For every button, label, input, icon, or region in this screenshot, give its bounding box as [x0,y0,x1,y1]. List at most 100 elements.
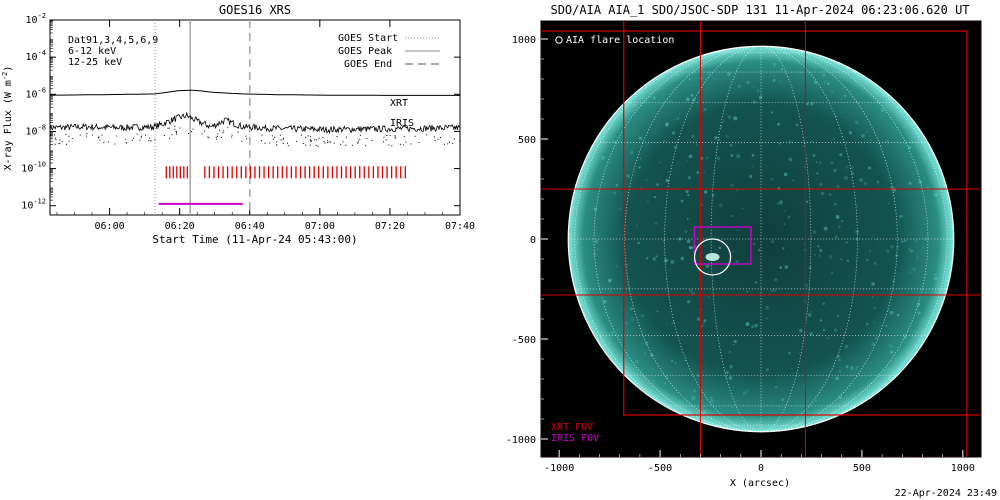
disk-texture-speck [726,418,728,421]
disk-texture-speck [828,193,832,196]
x-tick-label: 07:40 [445,221,475,232]
xrt-fov-box [623,21,981,416]
disk-texture-speck [719,203,723,208]
disk-texture-speck [725,134,729,138]
disk-texture-speck [855,368,858,370]
disk-texture-speck [661,104,664,107]
disk-texture-speck [736,188,739,192]
disk-texture-speck [702,321,706,325]
noise-dot [282,143,284,145]
goes-short-channel-curve [49,111,461,135]
disk-texture-speck [846,259,850,263]
xrt-observation-bar [186,166,188,179]
noise-dot [215,136,217,138]
disk-texture-speck [824,82,826,84]
disk-texture-speck [742,207,744,209]
noise-dot [283,137,285,139]
xrt-observation-bar [345,166,347,179]
noise-dot [345,144,347,146]
disk-texture-speck [788,57,792,61]
disk-texture-speck [874,336,878,340]
aia-x-tick-label: -1000 [544,463,574,474]
noise-dot [310,140,312,142]
noise-dot [140,136,142,138]
disk-texture-speck [728,350,732,354]
disk-texture-speck [575,241,579,245]
disk-texture-speck [812,154,816,157]
noise-dot [389,134,391,136]
disk-texture-speck [645,178,648,181]
disk-texture-speck [613,191,616,195]
disk-texture-speck [674,362,677,364]
disk-texture-speck [633,103,637,107]
noise-dot [139,139,141,141]
disk-texture-speck [826,82,830,86]
disk-texture-speck [638,166,641,169]
flare-bright-core [705,253,720,261]
disk-texture-speck [899,214,903,219]
disk-texture-speck [890,186,894,191]
disk-texture-speck [896,108,901,112]
noise-dot [65,134,67,136]
disk-texture-speck [730,183,734,188]
noise-dot [310,136,312,138]
noise-dot [148,139,150,141]
disk-texture-speck [766,317,768,320]
noise-dot [227,127,229,129]
disk-texture-speck [719,124,723,128]
disk-texture-speck [817,333,820,336]
noise-dot [223,130,225,132]
disk-texture-speck [873,306,877,310]
disk-texture-speck [687,300,691,304]
disk-texture-speck [840,98,843,101]
disk-texture-speck [690,93,694,97]
aia-y-tick-label: 0 [530,235,536,246]
noise-dot [274,136,276,138]
disk-texture-speck [615,183,619,187]
xrt-observation-bar [372,166,375,179]
disk-texture-speck [836,354,840,358]
disk-texture-speck [901,240,904,243]
disk-texture-speck [911,349,916,353]
noise-dot [91,134,93,136]
disk-texture-speck [895,244,899,249]
disk-texture-speck [798,352,801,355]
noise-dot [125,142,127,144]
disk-texture-speck [850,366,854,370]
disk-texture-speck [607,278,612,283]
disk-texture-speck [698,410,701,413]
disk-texture-speck [625,263,629,267]
disk-texture-speck [707,296,710,299]
disk-texture-speck [848,131,853,135]
disk-texture-speck [702,410,706,414]
xrt-fov-label: XRT FOV [551,422,593,433]
disk-texture-speck [686,217,689,220]
disk-texture-speck [873,321,875,323]
xrt-observation-bar [249,166,252,179]
disk-texture-speck [810,101,814,106]
disk-texture-speck [634,359,639,364]
disk-texture-speck [757,248,761,252]
xrt-observation-bar [349,166,352,179]
disk-texture-speck [664,258,668,263]
disk-texture-speck [671,321,675,325]
disk-texture-speck [666,122,669,125]
noise-dot [459,140,461,142]
xrt-observation-bar [395,166,397,179]
noise-dot [314,139,316,141]
disk-texture-speck [583,290,587,295]
noise-dot [174,126,176,128]
disk-texture-speck [807,313,812,317]
noise-dot [315,139,317,141]
disk-texture-speck [779,80,782,82]
noise-dot [391,145,393,147]
disk-texture-speck [909,232,911,234]
disk-texture-speck [718,138,721,141]
noise-dot [264,142,266,144]
noise-dot [402,144,404,146]
disk-texture-speck [908,248,911,251]
disk-texture-speck [912,267,916,272]
aia-x-axis-label: X (arcsec) [730,478,790,489]
disk-texture-speck [727,72,731,76]
disk-texture-speck [670,359,674,363]
